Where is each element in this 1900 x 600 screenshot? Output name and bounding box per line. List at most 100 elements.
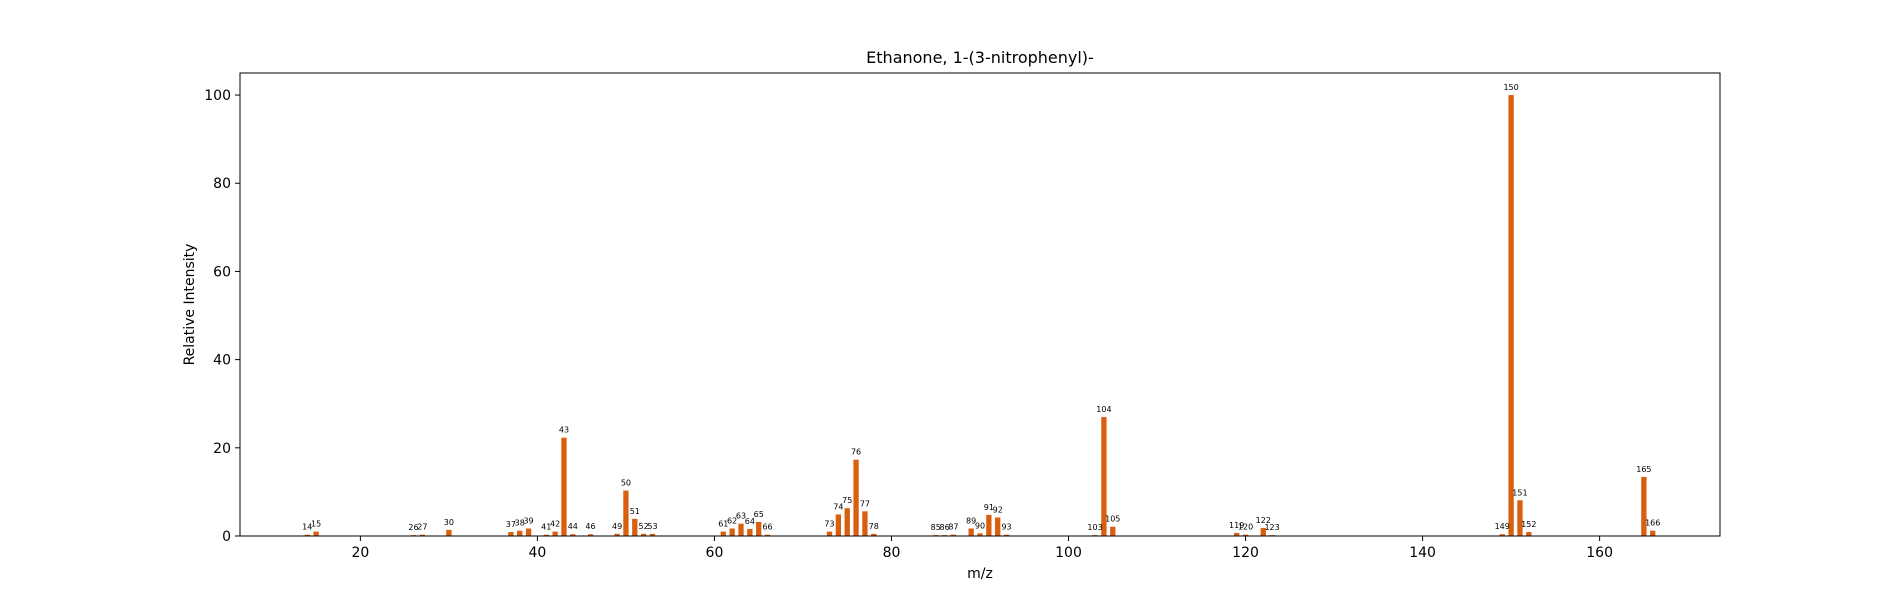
peak-bar-78: [871, 533, 877, 536]
peak-label-65: 65: [754, 510, 764, 519]
peak-label-90: 90: [975, 521, 985, 530]
peak-bar-119: [1234, 532, 1240, 536]
peak-label-120: 120: [1238, 523, 1253, 532]
chart-title: Ethanone, 1-(3-nitrophenyl)-: [866, 48, 1094, 67]
y-tick-label-40: 40: [213, 353, 231, 369]
peak-label-119: 119: [1229, 521, 1244, 530]
peak-label-27: 27: [417, 523, 427, 532]
peak-label-64: 64: [745, 517, 755, 526]
peak-bar-39: [525, 528, 532, 536]
x-axis: 20 40 60 80 100 120 140 160: [351, 536, 1613, 561]
peak-bar-75: [844, 508, 850, 536]
peak-bar-93: [1003, 534, 1010, 536]
peak-bar-76: [853, 459, 859, 536]
y-tick-label-80: 80: [213, 176, 231, 192]
peak-label-73: 73: [824, 520, 834, 529]
peak-label-14: 14: [302, 523, 312, 532]
peak-bar-27: [419, 534, 425, 536]
peak-label-44: 44: [568, 522, 578, 531]
peak-bar-151: [1517, 500, 1523, 536]
x-tick-label-80: 80: [883, 545, 901, 561]
peak-label-52: 52: [639, 522, 649, 531]
peak-label-151: 151: [1512, 488, 1527, 497]
peak-label-165: 165: [1636, 465, 1651, 474]
peak-label-41: 41: [541, 523, 551, 532]
peak-bar-51: [632, 518, 638, 536]
peak-label-86: 86: [939, 523, 949, 532]
peak-bar-165: [1641, 476, 1647, 536]
peak-label-105: 105: [1105, 515, 1120, 524]
x-tick-label-40: 40: [529, 545, 547, 561]
peak-label-152: 152: [1521, 520, 1536, 529]
peak-label-89: 89: [966, 517, 976, 526]
x-tick-label-120: 120: [1232, 545, 1259, 561]
peak-bar-90: [977, 533, 983, 536]
peak-bar-14: [304, 534, 310, 536]
peak-bar-74: [835, 514, 842, 536]
peak-bar-63: [738, 523, 744, 536]
peak-label-49: 49: [612, 522, 622, 531]
peak-label-123: 123: [1264, 523, 1279, 532]
x-tick-label-140: 140: [1409, 545, 1436, 561]
x-axis-title: m/z: [967, 566, 993, 582]
peak-label-63: 63: [736, 512, 746, 521]
peak-label-46: 46: [585, 522, 595, 531]
peak-label-93: 93: [1001, 523, 1011, 532]
peak-bar-66: [764, 534, 771, 536]
peak-label-76: 76: [851, 448, 861, 457]
peak-bar-104: [1101, 416, 1107, 536]
peak-label-104: 104: [1096, 405, 1111, 414]
peak-bar-43: [561, 437, 567, 536]
peak-bar-50: [623, 490, 629, 536]
peak-bar-62: [729, 528, 735, 536]
peak-label-122: 122: [1256, 516, 1271, 525]
peak-label-150: 150: [1503, 83, 1518, 92]
peak-label-15: 15: [311, 520, 321, 529]
peak-bar-166: [1650, 530, 1656, 536]
peak-label-85: 85: [931, 523, 941, 532]
peak-bar-150: [1508, 95, 1514, 537]
peak-bar-42: [552, 531, 558, 536]
peak-label-50: 50: [621, 479, 631, 488]
y-tick-label-100: 100: [204, 88, 231, 104]
peak-bar-105: [1110, 526, 1116, 536]
peak-label-42: 42: [550, 520, 560, 529]
peak-label-66: 66: [762, 523, 772, 532]
y-axis: 0 20 40 60 80 100: [204, 88, 240, 545]
peak-bar-89: [968, 528, 974, 536]
peak-label-166: 166: [1645, 519, 1660, 528]
peak-bar-64: [747, 528, 753, 536]
peak-bar-49: [614, 533, 620, 536]
y-axis-title: Relative Intensity: [182, 244, 198, 366]
peak-bar-41: [543, 534, 549, 536]
y-tick-label-0: 0: [222, 529, 231, 545]
x-tick-label-20: 20: [351, 545, 369, 561]
peak-label-78: 78: [869, 522, 879, 531]
peak-bar-92: [995, 517, 1001, 536]
peak-bar-73: [826, 531, 833, 536]
peak-label-43: 43: [559, 426, 569, 435]
peak-label-53: 53: [647, 522, 657, 531]
peak-bar-120: [1242, 534, 1249, 536]
plot-frame: [239, 72, 1721, 537]
peak-label-91: 91: [984, 503, 994, 512]
x-tick-label-160: 160: [1586, 545, 1613, 561]
y-tick-label-60: 60: [213, 264, 231, 280]
peak-label-62: 62: [727, 517, 737, 526]
bars-group: [304, 95, 1656, 537]
peak-bar-46: [587, 534, 594, 536]
peak-label-26: 26: [408, 523, 418, 532]
peak-bar-44: [570, 534, 576, 536]
peak-bar-77: [862, 511, 868, 536]
peak-label-75: 75: [842, 496, 852, 505]
y-tick-label-20: 20: [213, 441, 231, 457]
peak-label-51: 51: [630, 507, 640, 516]
peak-label-37: 37: [506, 520, 516, 529]
peak-label-77: 77: [860, 499, 870, 508]
peak-bar-53: [649, 533, 656, 536]
peak-label-74: 74: [833, 502, 843, 511]
peak-bar-38: [517, 530, 523, 536]
peak-label-30: 30: [444, 518, 454, 527]
